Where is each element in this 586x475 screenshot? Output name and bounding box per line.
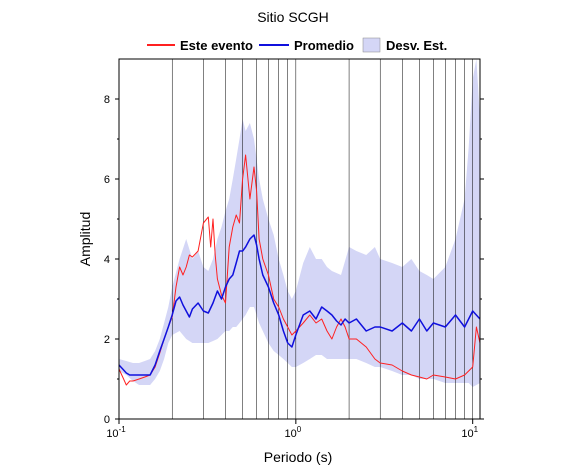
x-tick-label: 10-1 <box>106 425 126 440</box>
mean-series-line <box>118 234 481 376</box>
y-tick-label: 0 <box>104 414 110 426</box>
y-tick-label: 8 <box>104 94 110 106</box>
x-tick-label: 101 <box>461 425 478 440</box>
y-axis-label: Amplitud <box>77 212 93 266</box>
legend-std-swatch <box>362 37 381 53</box>
x-tick-label: 100 <box>284 425 301 440</box>
chart-title: Sitio SCGH <box>257 9 329 25</box>
plot-area: 0 2 4 6 8 10-1 100 101 <box>104 58 484 440</box>
legend-event-label: Este evento <box>180 38 253 53</box>
x-axis-label: Periodo (s) <box>264 449 332 465</box>
legend: Este evento Promedio Desv. Est. <box>147 37 447 53</box>
plot-frame <box>118 58 481 420</box>
legend-std-label: Desv. Est. <box>386 38 447 53</box>
std-band-area <box>119 59 480 387</box>
y-tick-label: 2 <box>104 334 110 346</box>
legend-mean-label: Promedio <box>294 38 354 53</box>
y-tick-label: 6 <box>104 174 110 186</box>
y-tick-label: 4 <box>104 254 110 266</box>
